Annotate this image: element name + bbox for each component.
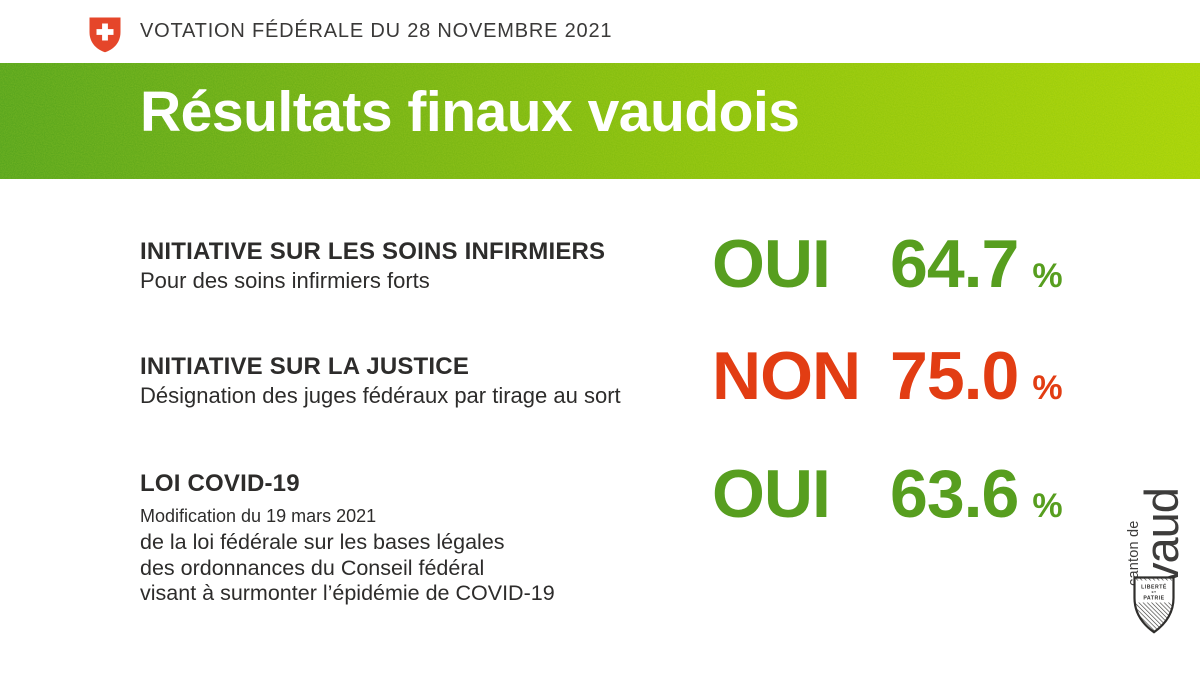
header-bar: VOTATION FÉDÉRALE DU 28 NOVEMBRE 2021 [0, 0, 1200, 63]
banner-grain-texture [0, 63, 1200, 179]
verdict-value: 63.6 [890, 456, 1019, 532]
result-title: INITIATIVE SUR LES SOINS INFIRMIERS [140, 238, 606, 265]
verdict-word: NON [712, 338, 861, 414]
motto-et: ET [1152, 590, 1157, 594]
verdict-value: 75.0 [890, 338, 1019, 414]
result-subtitle: Désignation des juges fédéraux par tirag… [140, 383, 621, 408]
header-label: VOTATION FÉDÉRALE DU 28 NOVEMBRE 2021 [140, 20, 613, 42]
swiss-cross-shield-icon [89, 17, 121, 53]
motto-patrie: PATRIE [1143, 596, 1164, 602]
result-row-soins-infirmiers: INITIATIVE SUR LES SOINS INFIRMIERS Pour… [140, 238, 700, 294]
wordmark-vaud: vaud [1135, 488, 1188, 586]
result-subtitle: de la loi fédérale sur les bases légales… [140, 530, 700, 607]
result-row-justice: INITIATIVE SUR LA JUSTICE Désignation de… [140, 353, 700, 409]
result-row-loi-covid: LOI COVID-19 Modification du 19 mars 202… [140, 470, 700, 607]
verdict-word: OUI [712, 226, 831, 302]
page-title: Résultats finaux vaudois [140, 80, 800, 144]
result-subtitle-line: visant à surmonter l’épidémie de COVID-1… [140, 581, 555, 605]
result-subtitle-line: de la loi fédérale sur les bases légales [140, 530, 505, 554]
percent-sign: % [1032, 487, 1063, 525]
result-verdict: NON 75.0 % [712, 342, 1063, 410]
result-subtitle-line: des ordonnances du Conseil fédéral [140, 555, 485, 580]
percent-sign: % [1032, 257, 1063, 295]
motto-liberte: LIBERTÉ [1141, 583, 1167, 591]
percent-sign: % [1032, 369, 1063, 407]
result-title: INITIATIVE SUR LA JUSTICE [140, 353, 470, 380]
banner: Résultats finaux vaudois [0, 63, 1200, 179]
result-note: Modification du 19 mars 2021 [140, 506, 377, 526]
result-subtitle: Pour des soins infirmiers forts [140, 268, 430, 293]
vaud-coat-of-arms-icon: LIBERTÉ ET PATRIE [1133, 576, 1175, 634]
canton-de-vaud-wordmark: canton de vaud [1126, 476, 1188, 586]
result-verdict: OUI 64.7 % [712, 230, 1063, 298]
verdict-word: OUI [712, 456, 831, 532]
result-title: LOI COVID-19 [140, 470, 300, 497]
verdict-value: 64.7 [890, 226, 1019, 302]
result-verdict: OUI 63.6 % [712, 460, 1063, 528]
